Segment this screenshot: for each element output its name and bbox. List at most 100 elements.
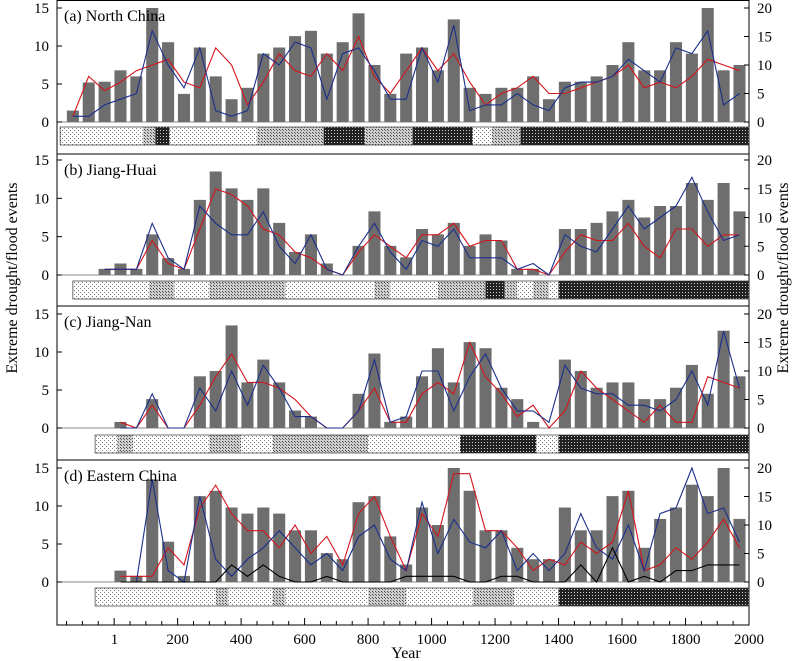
bar [590, 387, 603, 428]
strip-segment [222, 127, 257, 145]
strip-segment [390, 281, 438, 299]
bar [606, 65, 619, 122]
bar [622, 490, 635, 582]
left-tick-label: 0 [42, 421, 50, 437]
strip-segment [209, 435, 242, 453]
right-tick-label: 15 [757, 336, 772, 352]
bar [66, 110, 79, 122]
strip-segment [272, 588, 286, 606]
bar [384, 421, 397, 428]
strip-segment [412, 127, 473, 145]
right-tick-label: 15 [757, 490, 772, 506]
bar [447, 468, 460, 582]
bar [431, 348, 444, 428]
strip-segment [472, 127, 492, 145]
bar [479, 348, 492, 428]
right-tick-label: 0 [757, 575, 765, 591]
bar [384, 245, 397, 275]
panel-2: 0 5 10 15 0 5 10 15 20 (b) Jiang-Huai [34, 153, 772, 300]
strip-segment [558, 435, 749, 453]
strip-segment [504, 281, 518, 299]
bar [273, 47, 286, 122]
right-tick-label: 15 [757, 30, 772, 46]
bar [368, 496, 381, 582]
bar [304, 416, 317, 428]
left-tick-label: 15 [34, 1, 49, 17]
strip-segment [533, 281, 550, 299]
panel-title: (c) Jiang-Nan [64, 314, 152, 331]
bar [669, 507, 683, 582]
series-line-blue [120, 330, 741, 429]
strip-segment [215, 588, 229, 606]
left-tick-label: 5 [42, 77, 50, 93]
strip-segment [149, 281, 175, 299]
bar [162, 258, 175, 275]
bar [257, 507, 270, 582]
strip-segment [437, 281, 486, 299]
bar [638, 399, 651, 428]
bar [717, 330, 730, 428]
bar [225, 325, 238, 428]
bar [447, 19, 460, 122]
bar [733, 518, 746, 582]
bar [669, 206, 683, 275]
bar [574, 371, 587, 428]
right-tick-label: 0 [757, 268, 765, 284]
bar [209, 371, 222, 428]
strip-segment [368, 435, 461, 453]
bar [130, 76, 143, 122]
bar [368, 65, 381, 122]
bar [685, 364, 698, 428]
strip-segment [406, 588, 473, 606]
bar [289, 410, 302, 428]
left-tick-label: 5 [42, 537, 50, 553]
strip-segment [368, 588, 407, 606]
bar [717, 70, 730, 122]
bar [162, 42, 175, 123]
bar [320, 53, 333, 122]
bar [638, 70, 651, 122]
bar [82, 82, 95, 122]
bar [273, 222, 286, 275]
bar [574, 81, 587, 122]
right-tick-label: 20 [757, 307, 772, 323]
bar [304, 234, 317, 275]
bar [669, 42, 683, 123]
bar [289, 36, 302, 123]
strip-segment [460, 435, 537, 453]
series-line-blue [72, 24, 740, 117]
strip-border [94, 434, 750, 454]
bar [400, 257, 413, 275]
left-tick-label: 0 [42, 575, 50, 591]
left-tick-label: 0 [42, 115, 50, 131]
bar [289, 530, 302, 582]
bar [606, 211, 619, 275]
bar [225, 99, 238, 122]
right-tick-label: 5 [757, 87, 765, 103]
bar [701, 393, 714, 428]
right-tick-label: 10 [757, 211, 772, 227]
bar [320, 553, 333, 582]
bar [463, 87, 476, 122]
left-tick-label: 15 [34, 153, 49, 169]
plot-frame [56, 0, 750, 626]
strip-segment [374, 281, 391, 299]
strip-segment [520, 127, 553, 145]
strip-segment [552, 127, 749, 145]
left-axis-label: Extreme drought/flood events [4, 182, 21, 373]
bar [511, 547, 524, 582]
strip-segment [285, 588, 369, 606]
bar [479, 234, 492, 275]
bar [527, 268, 540, 275]
bar [733, 376, 746, 428]
bar [114, 421, 127, 428]
strip-segment [491, 127, 521, 145]
bar [209, 76, 222, 122]
right-tick-label: 20 [757, 153, 772, 169]
series-line-blue [120, 466, 740, 583]
left-tick-label: 15 [34, 307, 49, 323]
x-tick-label: 2000 [734, 632, 764, 648]
